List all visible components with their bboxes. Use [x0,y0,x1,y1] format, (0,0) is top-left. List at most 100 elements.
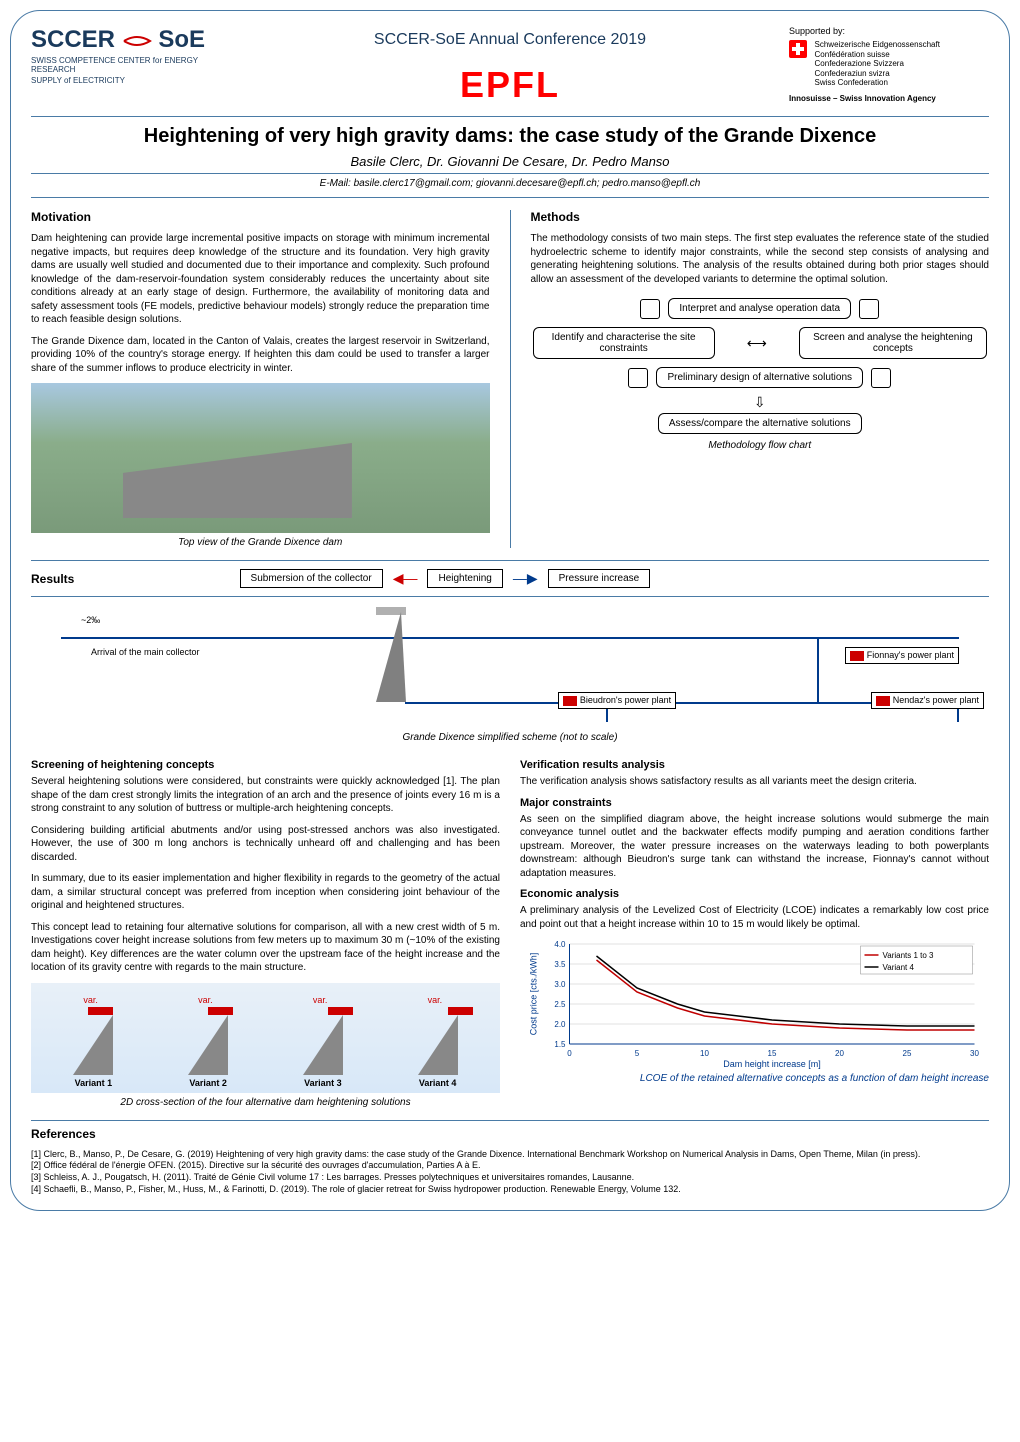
svg-text:25: 25 [903,1049,912,1058]
svg-text:5: 5 [635,1049,640,1058]
flowchart-caption: Methodology flow chart [531,440,990,451]
svg-text:3.5: 3.5 [554,960,566,969]
motivation-p2: The Grande Dixence dam, located in the C… [31,335,490,376]
lcoe-chart: 1.5 2.0 2.5 3.0 3.5 4.0 0 5 10 15 20 25 30 Dam height… [520,939,989,1069]
svg-text:20: 20 [835,1049,844,1058]
screening-p3: In summary, due to its easier implementa… [31,872,500,913]
flow-io-icon [859,299,879,319]
sccer-text: SCCER [31,26,115,53]
header: SCCER SoE SWISS COMPETENCE CENTER for EN… [31,26,989,106]
flow-io-icon [871,368,891,388]
collector-label: Arrival of the main collector [91,647,200,657]
constraints-heading: Major constraints [520,797,989,809]
verification-col: Verification results analysis The verifi… [520,753,989,1108]
verification-p: The verification analysis shows satisfac… [520,775,989,789]
screening-heading: Screening of heightening concepts [31,759,500,771]
references: References [1] Clerc, B., Manso, P., De … [31,1120,989,1196]
ref-4: [4] Schaefli, B., Manso, P., Fisher, M.,… [31,1184,989,1196]
motivation-p1: Dam heightening can provide large increm… [31,232,490,327]
flow-node3: Screen and analyse the heightening conce… [799,327,987,359]
innosuisse-text: Innosuisse – Swiss Innovation Agency [789,94,989,103]
chart-caption: LCOE of the retained alternative concept… [520,1073,989,1084]
flow-node2: Identify and characterise the site const… [533,327,715,359]
sccer-swirl-icon [122,31,152,51]
svg-text:Dam height increase [m]: Dam height increase [m] [723,1059,821,1069]
dam-caption: Top view of the Grande Dixence dam [31,537,490,548]
methods-heading: Methods [531,210,990,224]
soe-text: SoE [158,26,205,53]
motivation-heading: Motivation [31,210,490,224]
screening-p1: Several heightening solutions were consi… [31,775,500,816]
power-plant-icon [876,696,890,706]
verification-heading: Verification results analysis [520,759,989,771]
confederation-text: Schweizerische Eidgenossenschaft Confédé… [815,40,940,88]
arrow-left-icon: ◀— [393,570,418,587]
flow-node1: Interpret and analyse operation data [668,298,851,319]
results-heading: Results [31,572,74,586]
sccer-sub1: SWISS COMPETENCE CENTER for ENERGY RESEA… [31,56,198,74]
flowchart: Interpret and analyse operation data Ide… [531,296,990,436]
variant-4: var. Variant 4 [418,1015,458,1088]
scheme-caption: Grande Dixence simplified scheme (not to… [31,732,989,743]
main-title: Heightening of very high gravity dams: t… [31,125,989,148]
ref-3: [3] Schleiss, A. J., Pougatsch, H. (2011… [31,1172,989,1184]
divider [510,210,511,548]
result-box2: Heightening [427,569,502,588]
variants-caption: 2D cross-section of the four alternative… [31,1097,500,1108]
result-box1: Submersion of the collector [240,569,383,588]
ref-1: [1] Clerc, B., Manso, P., De Cesare, G. … [31,1149,989,1161]
svg-text:2.5: 2.5 [554,1000,566,1009]
dam-photo [31,383,490,533]
methods-col: Methods The methodology consists of two … [531,210,990,548]
screening-col: Screening of heightening concepts Severa… [31,753,500,1108]
svg-text:Variants 1 to 3: Variants 1 to 3 [883,951,935,960]
variant-1: var. Variant 1 [73,1015,113,1088]
svg-text:2.0: 2.0 [554,1020,566,1029]
svg-text:3.0: 3.0 [554,980,566,989]
nendaz-label: Nendaz's power plant [871,692,984,709]
constraints-p: As seen on the simplified diagram above,… [520,813,989,881]
supported-block: Supported by: Schweizerische Eidgenossen… [789,26,989,103]
flow-io-icon [640,299,660,319]
arrow-down-icon: ⇩ [531,394,990,411]
emails: E-Mail: basile.clerc17@gmail.com; giovan… [31,173,989,189]
lcoe-chart-svg: 1.5 2.0 2.5 3.0 3.5 4.0 0 5 10 15 20 25 30 Dam height… [520,939,989,1069]
svg-text:1.5: 1.5 [554,1040,566,1049]
flow-io-icon [628,368,648,388]
ref-2: [2] Office fédéral de l'énergie OFEN. (2… [31,1160,989,1172]
power-plant-icon [563,696,577,706]
screening-p4: This concept lead to retaining four alte… [31,921,500,975]
sccer-logo: SCCER SoE SWISS COMPETENCE CENTER for EN… [31,26,231,85]
economic-p: A preliminary analysis of the Levelized … [520,904,989,931]
swiss-flag-icon [789,40,807,58]
power-plant-icon [850,651,864,661]
screening-p2: Considering building artificial abutment… [31,824,500,865]
variant-2: var. Variant 2 [188,1015,228,1088]
result-box3: Pressure increase [548,569,651,588]
results-section: Results Submersion of the collector ◀— H… [31,560,989,743]
slope-label: ~2‰ [81,615,100,625]
conference-title: SCCER-SoE Annual Conference 2019 [231,26,789,49]
svg-text:0: 0 [567,1049,572,1058]
scheme-diagram: ~2‰ Arrival of the main collector Fionna… [31,596,989,726]
authors: Basile Clerc, Dr. Giovanni De Cesare, Dr… [31,154,989,169]
motivation-col: Motivation Dam heightening can provide l… [31,210,490,548]
svg-text:15: 15 [768,1049,777,1058]
svg-text:10: 10 [700,1049,709,1058]
svg-text:30: 30 [970,1049,979,1058]
supported-label: Supported by: [789,26,989,36]
bieudron-label: Bieudron's power plant [558,692,676,709]
economic-heading: Economic analysis [520,888,989,900]
variant-3: var. Variant 3 [303,1015,343,1088]
svg-text:Variant 4: Variant 4 [883,963,915,972]
methods-p1: The methodology consists of two main ste… [531,232,990,286]
references-heading: References [31,1127,989,1141]
title-block: Heightening of very high gravity dams: t… [31,116,989,198]
fionnay-label: Fionnay's power plant [845,647,959,664]
epfl-logo: EPFL [231,64,789,106]
variants-diagram: var. Variant 1 var. Variant 2 var. Varia… [31,983,500,1093]
flow-node5: Assess/compare the alternative solutions [658,413,862,434]
arrow-right-icon: —▶ [513,570,538,587]
svg-text:4.0: 4.0 [554,940,566,949]
flow-node4: Preliminary design of alternative soluti… [656,367,863,388]
